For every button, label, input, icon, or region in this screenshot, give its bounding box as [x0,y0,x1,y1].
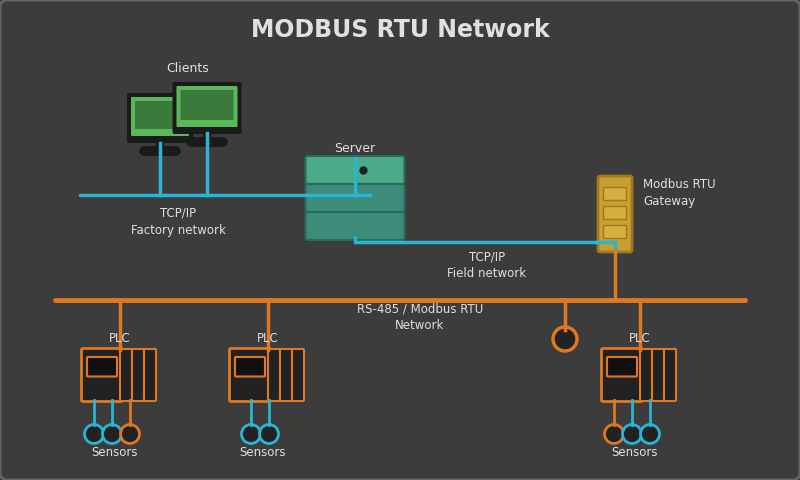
Text: Sensors: Sensors [612,445,658,458]
Text: RS-485 / Modbus RTU
Network: RS-485 / Modbus RTU Network [357,302,483,332]
FancyBboxPatch shape [82,348,122,401]
FancyBboxPatch shape [181,90,234,120]
FancyBboxPatch shape [603,188,626,201]
FancyBboxPatch shape [603,226,626,239]
FancyBboxPatch shape [280,349,292,401]
Circle shape [259,424,278,444]
Circle shape [242,424,261,444]
FancyBboxPatch shape [602,348,642,401]
FancyBboxPatch shape [87,357,117,376]
Text: Sensors: Sensors [240,445,286,458]
Text: TCP/IP
Factory network: TCP/IP Factory network [130,207,226,237]
FancyBboxPatch shape [664,349,676,401]
Text: Clients: Clients [166,61,210,74]
FancyBboxPatch shape [131,97,189,136]
FancyBboxPatch shape [292,349,304,401]
Text: Server: Server [334,142,375,155]
FancyBboxPatch shape [144,349,156,401]
FancyBboxPatch shape [598,176,632,252]
FancyBboxPatch shape [306,212,405,240]
Text: Sensors: Sensors [92,445,138,458]
Text: PLC: PLC [257,332,279,345]
Circle shape [121,424,139,444]
Circle shape [553,327,577,351]
FancyBboxPatch shape [640,349,652,401]
FancyBboxPatch shape [652,349,664,401]
FancyBboxPatch shape [177,86,238,127]
Circle shape [102,424,122,444]
FancyBboxPatch shape [173,82,242,134]
Circle shape [85,424,103,444]
Circle shape [605,424,623,444]
FancyBboxPatch shape [603,206,626,219]
FancyBboxPatch shape [607,357,637,376]
FancyBboxPatch shape [235,357,265,376]
FancyBboxPatch shape [230,348,270,401]
FancyBboxPatch shape [120,349,132,401]
Text: TCP/IP
Field network: TCP/IP Field network [447,250,526,280]
FancyBboxPatch shape [268,349,280,401]
Circle shape [622,424,642,444]
Text: Modbus RTU
Gateway: Modbus RTU Gateway [643,178,716,208]
Text: MODBUS RTU Network: MODBUS RTU Network [250,18,550,42]
FancyBboxPatch shape [132,349,144,401]
FancyBboxPatch shape [306,184,405,212]
FancyBboxPatch shape [127,93,193,143]
FancyBboxPatch shape [306,156,405,184]
Text: PLC: PLC [109,332,131,345]
Circle shape [641,424,659,444]
FancyBboxPatch shape [135,101,185,129]
Text: PLC: PLC [629,332,651,345]
